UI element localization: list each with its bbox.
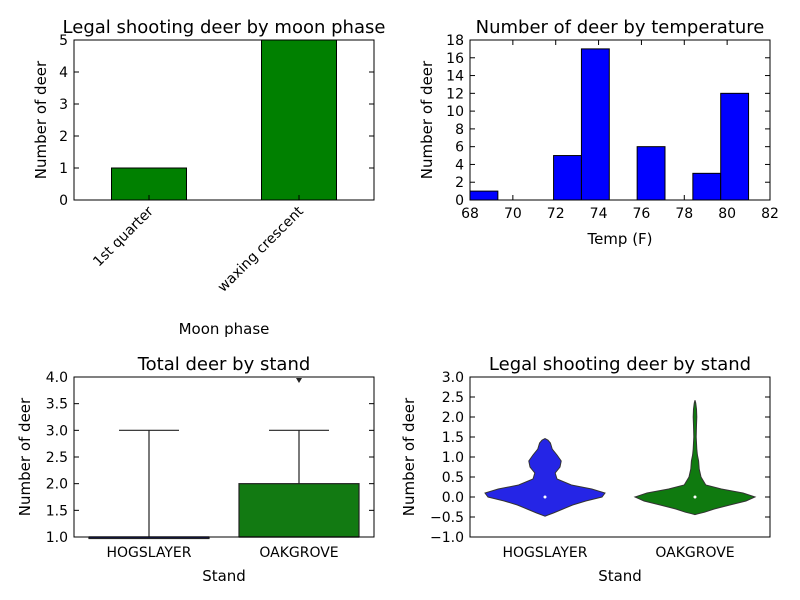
y-tick-label: 10 [446, 104, 464, 120]
x-tick-label: HOGSLAYER [106, 545, 191, 561]
x-tick-label: 74 [590, 206, 608, 222]
x-tick-label: OAKGROVE [259, 545, 338, 561]
chart-title: Legal shooting deer by moon phase [63, 17, 386, 38]
y-tick-label: 6 [455, 140, 464, 156]
x-tick-label: HOGSLAYER [502, 545, 587, 561]
y-tick-label: 1.0 [442, 450, 464, 466]
y-tick-label: 2.0 [442, 410, 464, 426]
y-tick-label: −0.5 [430, 510, 464, 526]
y-tick-label: 1.5 [442, 430, 464, 446]
y-axis-label: Number of deer [400, 397, 418, 516]
x-axis-label: Stand [202, 567, 246, 585]
histogram-bar [720, 92, 750, 201]
y-tick-label: −1.0 [430, 530, 464, 546]
y-axis-label: Number of deer [418, 60, 436, 179]
y-tick-label: 16 [446, 51, 464, 67]
x-axis-label: Stand [598, 567, 642, 585]
plot-frame [469, 39, 771, 201]
box [238, 483, 360, 538]
y-tick-label: 1.5 [46, 503, 68, 519]
y-tick-label: 1 [59, 161, 68, 177]
violin-body [633, 400, 757, 516]
y-tick-label: 2.5 [442, 390, 464, 406]
chart-title: Number of deer by temperature [476, 17, 765, 38]
x-axis-label: Temp (F) [586, 230, 652, 248]
median-marker [543, 495, 547, 499]
y-tick-label: 2 [59, 129, 68, 145]
bar [261, 39, 337, 201]
temperature-histogram: Number of deer by temperature Number of … [418, 17, 779, 248]
y-tick-label: 2.0 [46, 477, 68, 493]
y-tick-label: 1.0 [46, 530, 68, 546]
stand-violin-plot: Legal shooting deer by stand Number of d… [400, 354, 771, 585]
histogram-bar [636, 146, 666, 201]
y-tick-label: 2.5 [46, 450, 68, 466]
x-tick-label: waxing crescent [215, 203, 307, 295]
y-tick-label: 2 [455, 175, 464, 191]
plot-frame [73, 39, 375, 201]
y-tick-label: 8 [455, 122, 464, 138]
x-tick-label: 76 [633, 206, 651, 222]
y-tick-label: 0 [59, 193, 68, 209]
y-axis-label: Number of deer [32, 60, 50, 179]
chart-title: Legal shooting deer by stand [489, 354, 751, 375]
y-tick-label: 4 [59, 65, 68, 81]
moon-phase-bar-chart: Legal shooting deer by moon phase Number… [32, 17, 385, 338]
x-tick-label: 80 [718, 206, 736, 222]
y-tick-label: 12 [446, 86, 464, 102]
histogram-bar [692, 172, 722, 201]
y-tick-label: 14 [446, 69, 464, 85]
y-tick-label: 0 [455, 193, 464, 209]
stand-box-plot: Total deer by stand Number of deer Stand… [16, 354, 375, 585]
chart-title: Total deer by stand [137, 354, 311, 375]
plot-frame [73, 376, 375, 538]
y-tick-label: 3 [59, 97, 68, 113]
x-tick-label: 72 [547, 206, 565, 222]
y-tick-label: 4.0 [46, 370, 68, 386]
x-tick-label: 78 [675, 206, 693, 222]
y-axis-label: Number of deer [16, 397, 34, 516]
x-axis-label: Moon phase [179, 320, 270, 338]
y-tick-label: 5 [59, 33, 68, 49]
x-tick-label: 82 [761, 206, 779, 222]
plot-frame [469, 376, 771, 538]
median-marker [693, 495, 697, 499]
violin-body [484, 438, 606, 517]
y-tick-label: 0.5 [442, 470, 464, 486]
y-tick-label: 3.5 [46, 397, 68, 413]
histogram-bar [469, 190, 499, 201]
y-tick-label: 3.0 [46, 423, 68, 439]
x-tick-label: 70 [504, 206, 522, 222]
x-tick-label: 1st quarter [90, 203, 157, 270]
y-tick-label: 0.0 [442, 490, 464, 506]
x-tick-label: OAKGROVE [655, 545, 734, 561]
y-tick-label: 4 [455, 157, 464, 173]
outlier-marker [296, 378, 302, 383]
histogram-bar [580, 48, 610, 201]
x-tick-label: 68 [461, 206, 479, 222]
y-tick-label: 3.0 [442, 370, 464, 386]
y-tick-label: 18 [446, 33, 464, 49]
bar [111, 167, 187, 201]
histogram-bar [553, 155, 582, 201]
